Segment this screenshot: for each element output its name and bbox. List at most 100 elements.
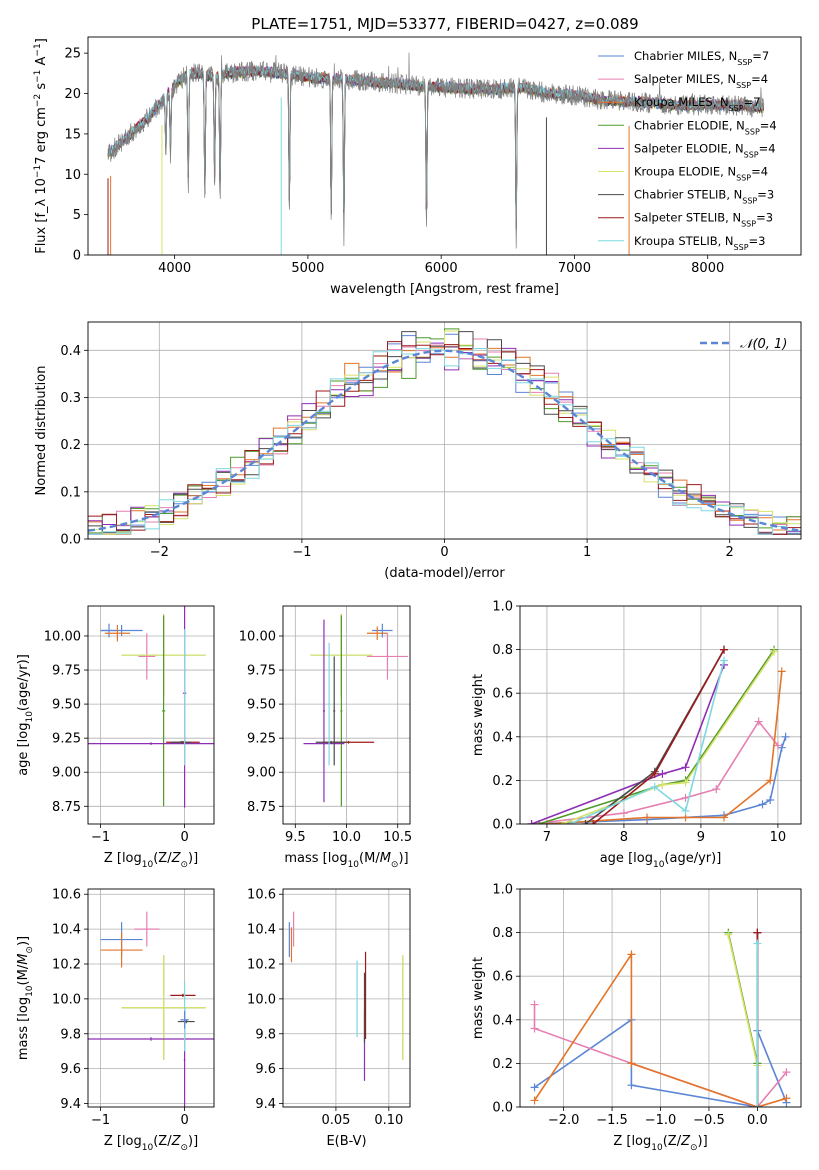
- weight-marker-chabrier_miles: [530, 1083, 539, 1092]
- axes-frame: [87, 321, 802, 540]
- tick-label-y: 10: [64, 168, 81, 183]
- tick-label-x: −2.0: [548, 1113, 580, 1128]
- tick-label-x: 0: [180, 830, 188, 845]
- tick-label-x: 0.05: [321, 1113, 350, 1128]
- tick-label-y: 9.00: [52, 766, 81, 781]
- tick-label-x: 2: [726, 545, 734, 560]
- weight-marker-chabrier_miles: [627, 1081, 636, 1090]
- legend-label-chabrier_stelib: Chabrier STELIB, NSSP=3: [634, 188, 774, 206]
- plot-area-mass_weight_vs_age: [527, 645, 790, 824]
- tick-label-y: 1.0: [492, 600, 513, 615]
- legend-label-kroupa_elodie: Kroupa ELODIE, NSSP=4: [634, 165, 768, 183]
- tick-label-y: 5: [73, 208, 81, 223]
- tick-label-x: −0.5: [693, 1113, 725, 1128]
- plot-area-mass_vs_ebv: [288, 911, 404, 1081]
- tick-label-y: 0.2: [492, 1057, 513, 1072]
- weight-line-kroupa_elodie: [727, 934, 759, 1107]
- weight-marker-kroupa_stelib: [566, 820, 575, 824]
- tick-label-y: 1.0: [492, 883, 513, 898]
- axes-frame: [282, 605, 411, 825]
- tick-label-y: 0.0: [60, 533, 81, 548]
- weight-marker-chabrier_miles: [758, 800, 767, 809]
- panel-mass_vs_ebv: 0.05 0.10 9.4 9.6 9.8 10.0 10.2 10.4 10.6 E(B-V): [247, 888, 411, 1149]
- weight-line-salpeter_miles: [531, 720, 779, 824]
- figure-title: PLATE=1751, MJD=53377, FIBERID=0427, z=0…: [251, 15, 638, 33]
- weight-marker-kroupa_miles: [777, 667, 786, 676]
- axis-label-x: Z [log10(Z/Z⊙)]: [104, 1134, 198, 1153]
- panel-mass_vs_z: −1 0 9.4 9.6 9.8 10.0 10.2 10.4 10.6 Z [log10(Z/Z…: [16, 888, 215, 1153]
- tick-label-y: 9.75: [247, 664, 276, 679]
- legend-label-salpeter_miles: Salpeter MILES, NSSP=4: [634, 72, 768, 90]
- tick-label-y: 10.00: [44, 629, 81, 644]
- weight-marker-kroupa_stelib: [753, 1103, 762, 1107]
- panel-mass_weight_vs_age: 7 8 9 10 0.0 0.2 0.4 0.6 0.8 1.0 age [log10(age/yr…: [471, 600, 802, 870]
- axis-label-x: (data-model)/error: [384, 566, 505, 581]
- legend-spectrum: Chabrier MILES, NSSP=7 Salpeter MILES, NS…: [598, 49, 777, 251]
- weight-marker-chabrier_miles: [766, 796, 775, 805]
- plot-area-residuals: [88, 328, 801, 535]
- tick-label-y: 9.8: [255, 1027, 276, 1042]
- panel-mass_weight_vs_z: −2.0 −1.5 −1.0 −0.5 0.0 0.0 0.2 0.4 0.6 0.8 1.0 Z […: [471, 883, 802, 1153]
- weight-marker-kroupa_stelib: [650, 782, 659, 791]
- tick-label-y: 10.2: [52, 957, 81, 972]
- axes-frame: [87, 605, 215, 825]
- weight-marker-chabrier_miles: [781, 732, 790, 741]
- weight-marker-salpeter_elodie: [681, 763, 690, 772]
- tick-label-y: 10.4: [247, 923, 276, 938]
- tick-label-y: 9.75: [52, 664, 81, 679]
- weight-marker-kroupa_stelib: [681, 806, 690, 815]
- tick-label-y: 10.0: [52, 992, 81, 1007]
- histogram-kroupa_stelib: [88, 348, 801, 535]
- legend-label-gaussian: 𝒩(0, 1): [740, 337, 787, 352]
- legend-label-kroupa_stelib: Kroupa STELIB, NSSP=3: [634, 234, 765, 252]
- weight-marker-kroupa_stelib: [720, 656, 729, 665]
- tick-label-y: 10.6: [52, 888, 81, 903]
- plot-area-mass_vs_z: [88, 911, 214, 1107]
- weight-marker-salpeter_miles: [530, 1000, 539, 1009]
- gaussian-curve: [88, 349, 799, 532]
- weight-marker-salpeter_stelib: [589, 820, 598, 824]
- tick-label-y: 0.6: [492, 970, 513, 985]
- weight-marker-kroupa_miles: [720, 813, 729, 822]
- axis-label-y: mass [log10(M/M⊙)]: [16, 936, 35, 1060]
- tick-label-x: 7000: [558, 261, 591, 276]
- weight-marker-salpeter_miles: [619, 809, 628, 818]
- tick-label-x: −1: [292, 545, 311, 560]
- tick-label-x: 9: [697, 830, 705, 845]
- tick-label-x: −1: [91, 1113, 110, 1128]
- axis-label-x: age [log10(age/yr)]: [600, 851, 722, 870]
- weight-marker-salpeter_stelib: [720, 645, 729, 654]
- legend-label-chabrier_elodie: Chabrier ELODIE, NSSP=4: [634, 118, 777, 136]
- axis-label-x: wavelength [Angstrom, rest frame]: [330, 282, 559, 297]
- weight-line-salpeter_elodie: [531, 664, 725, 824]
- tick-label-y: 0.1: [60, 485, 81, 500]
- tick-label-y: 0.4: [492, 1013, 513, 1028]
- weight-marker-kroupa_miles: [782, 1094, 791, 1103]
- plot-area-spectrum: [107, 52, 765, 255]
- tick-label-y: 10.2: [247, 957, 276, 972]
- tick-label-x: 0.0: [747, 1113, 768, 1128]
- weight-marker-salpeter_elodie: [527, 820, 536, 824]
- tick-label-x: 4000: [158, 261, 191, 276]
- axis-label-x: Z [log10(Z/Z⊙)]: [613, 1134, 707, 1153]
- tick-label-x: 6000: [425, 261, 458, 276]
- tick-label-y: 0.8: [492, 643, 513, 658]
- tick-label-y: 10.4: [52, 923, 81, 938]
- axis-label-y: age [log10(age/yr)]: [16, 654, 35, 776]
- tick-label-x: −1: [91, 830, 110, 845]
- weight-marker-kroupa_elodie: [770, 647, 779, 656]
- weight-line-chabrier_miles: [534, 1018, 788, 1107]
- weight-marker-chabrier_miles: [777, 743, 786, 752]
- weight-marker-kroupa_elodie: [724, 930, 733, 939]
- axis-label-y: Flux [f_λ 10−17 erg cm−2 s−1 A−1]: [33, 38, 49, 254]
- axis-label-x: mass [log10(M/M⊙)]: [284, 851, 408, 870]
- tick-label-y: 9.25: [247, 732, 276, 747]
- weight-line-kroupa_stelib: [569, 660, 725, 824]
- weight-marker-kroupa_miles: [627, 950, 636, 959]
- plot-area-age_vs_mass: [303, 614, 408, 807]
- tick-label-x: 1: [583, 545, 591, 560]
- axes-frame: [519, 605, 802, 825]
- tick-label-y: 9.25: [52, 732, 81, 747]
- plot-area-age_vs_z: [88, 606, 214, 808]
- weight-marker-kroupa_elodie: [658, 780, 667, 789]
